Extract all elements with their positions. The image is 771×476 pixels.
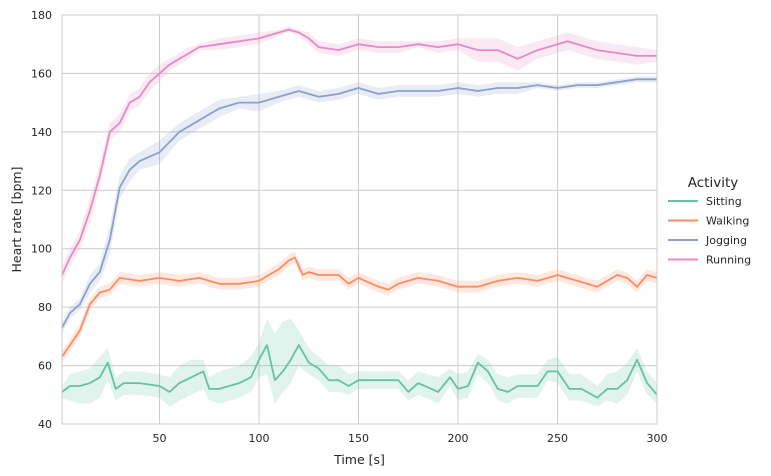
- x-tick-label: 200: [448, 432, 469, 445]
- legend-title: Activity: [688, 175, 739, 191]
- x-tick-label: 250: [547, 432, 568, 445]
- x-tick-label: 150: [348, 432, 369, 445]
- y-tick-labels: 40 60 80 100 120 140 160 180: [31, 9, 52, 431]
- series-lines: [61, 28, 658, 399]
- walking-series-line: [61, 256, 658, 358]
- sitting-confidence-band: [62, 318, 657, 407]
- y-tick-label: 140: [31, 126, 52, 139]
- y-tick-label: 60: [38, 360, 52, 373]
- legend-label-sitting: Sitting: [706, 195, 742, 208]
- y-axis-label: Heart rate [bpm]: [9, 167, 24, 273]
- jogging-series-line: [61, 78, 657, 329]
- y-tick-label: 40: [38, 418, 52, 431]
- legend-label-running: Running: [706, 254, 751, 267]
- legend: Activity Sitting Walking Jogging Running: [668, 175, 751, 267]
- y-tick-label: 80: [38, 301, 52, 314]
- legend-label-jogging: Jogging: [705, 234, 747, 247]
- x-tick-labels: 50 100 150 200 250 300: [153, 432, 668, 445]
- x-tick-label: 100: [249, 432, 270, 445]
- y-tick-label: 100: [31, 243, 52, 256]
- plot-frame: [61, 14, 658, 425]
- legend-label-walking: Walking: [706, 215, 749, 228]
- y-tick-label: 160: [31, 67, 52, 80]
- running-confidence-band: [62, 26, 657, 284]
- x-tick-label: 300: [647, 432, 668, 445]
- running-series-line: [61, 28, 657, 276]
- y-tick-label: 180: [31, 9, 52, 22]
- x-axis-label: Time [s]: [333, 452, 385, 467]
- y-tick-label: 120: [31, 184, 52, 197]
- x-tick-label: 50: [153, 432, 167, 445]
- sitting-series-line: [61, 344, 658, 399]
